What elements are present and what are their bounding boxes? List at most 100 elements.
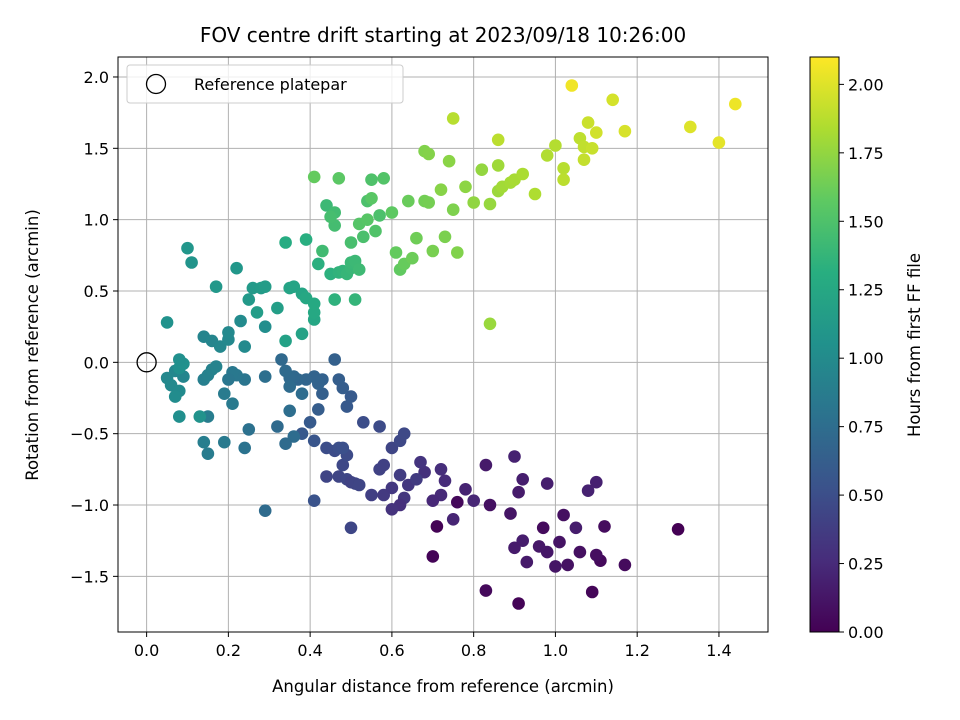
data-point <box>373 420 386 433</box>
data-point <box>332 172 346 185</box>
reference-marker <box>136 352 157 373</box>
data-point <box>385 503 399 516</box>
data-point <box>516 473 529 486</box>
data-point <box>365 173 378 186</box>
reference-point-marker <box>136 352 157 373</box>
data-point <box>352 478 366 492</box>
data-point <box>352 263 366 276</box>
data-point <box>283 380 297 393</box>
data-point <box>479 584 493 597</box>
data-point <box>598 520 611 533</box>
data-point <box>336 458 350 472</box>
data-point <box>414 455 427 469</box>
data-point <box>569 521 583 535</box>
legend-marker-circle <box>145 73 167 95</box>
data-point <box>422 147 436 161</box>
data-point <box>479 458 493 472</box>
data-point <box>279 334 292 348</box>
data-point <box>426 550 440 563</box>
data-point <box>573 545 587 559</box>
data-point <box>397 427 411 441</box>
data-point <box>377 458 391 472</box>
colorbar-tick-label: 1.75 <box>848 144 884 163</box>
data-point <box>442 154 456 168</box>
x-tick-label: 1.4 <box>706 641 731 660</box>
data-point <box>549 560 562 573</box>
data-point <box>385 481 399 495</box>
data-point <box>181 241 194 255</box>
data-point <box>275 353 288 366</box>
x-tick-label: 0.4 <box>297 641 322 660</box>
data-point <box>618 558 632 572</box>
data-point <box>307 494 321 508</box>
y-tick-label: 1.5 <box>84 139 109 158</box>
data-point <box>590 126 603 139</box>
data-point <box>565 79 579 92</box>
data-point <box>348 293 362 306</box>
data-point <box>581 116 595 129</box>
data-point <box>446 112 460 125</box>
data-point <box>528 187 542 201</box>
data-point <box>307 434 321 448</box>
data-point <box>581 484 595 498</box>
data-point <box>549 139 562 152</box>
data-point <box>307 297 321 311</box>
legend-label: Reference platepar <box>194 75 347 94</box>
data-point <box>491 159 505 172</box>
data-point <box>422 196 436 209</box>
data-point <box>557 173 570 186</box>
data-point <box>185 256 198 269</box>
data-point <box>365 192 378 205</box>
y-tick-label: 0.5 <box>84 282 109 301</box>
x-tick-label: 0.6 <box>379 641 404 660</box>
colorbar-tick-label: 1.00 <box>848 349 884 368</box>
data-point <box>222 326 235 339</box>
data-point <box>234 314 247 328</box>
data-point <box>320 470 333 483</box>
data-point <box>389 246 403 259</box>
data-point <box>402 194 415 208</box>
data-point <box>271 420 284 433</box>
data-point <box>344 521 358 535</box>
data-point <box>585 142 599 155</box>
data-point <box>590 548 603 562</box>
data-point <box>238 441 251 455</box>
data-point <box>712 136 726 149</box>
legend-box <box>126 64 404 104</box>
data-point <box>168 390 182 403</box>
plot-frame <box>117 56 769 633</box>
data-point <box>483 498 497 512</box>
data-point <box>410 473 423 486</box>
data-point <box>201 447 215 461</box>
data-point <box>426 494 440 508</box>
data-point <box>377 488 391 502</box>
data-point <box>540 477 554 490</box>
data-point <box>287 280 301 294</box>
data-point <box>222 373 235 386</box>
data-point <box>373 209 386 222</box>
data-point <box>332 373 346 386</box>
data-point <box>434 463 448 476</box>
data-point <box>512 485 525 499</box>
colorbar-tick-label: 0.75 <box>848 418 884 437</box>
data-point <box>561 558 574 572</box>
x-axis-label: Angular distance from reference (arcmin) <box>272 677 614 696</box>
data-point <box>446 203 460 216</box>
colorbar-tick-label: 0.50 <box>848 486 884 505</box>
data-point <box>242 423 256 436</box>
data-point <box>459 180 472 194</box>
y-tick-label: 1.0 <box>84 211 109 230</box>
data-point <box>250 306 264 319</box>
data-point <box>320 441 333 455</box>
data-point <box>434 183 448 196</box>
data-point <box>451 495 464 509</box>
data-point <box>483 317 497 331</box>
data-point <box>258 504 272 517</box>
data-point <box>446 513 460 526</box>
data-point <box>324 210 337 224</box>
data-point <box>475 163 489 176</box>
data-point <box>467 196 481 209</box>
data-point <box>160 316 174 329</box>
colorbar-tick-label: 1.50 <box>848 212 884 231</box>
